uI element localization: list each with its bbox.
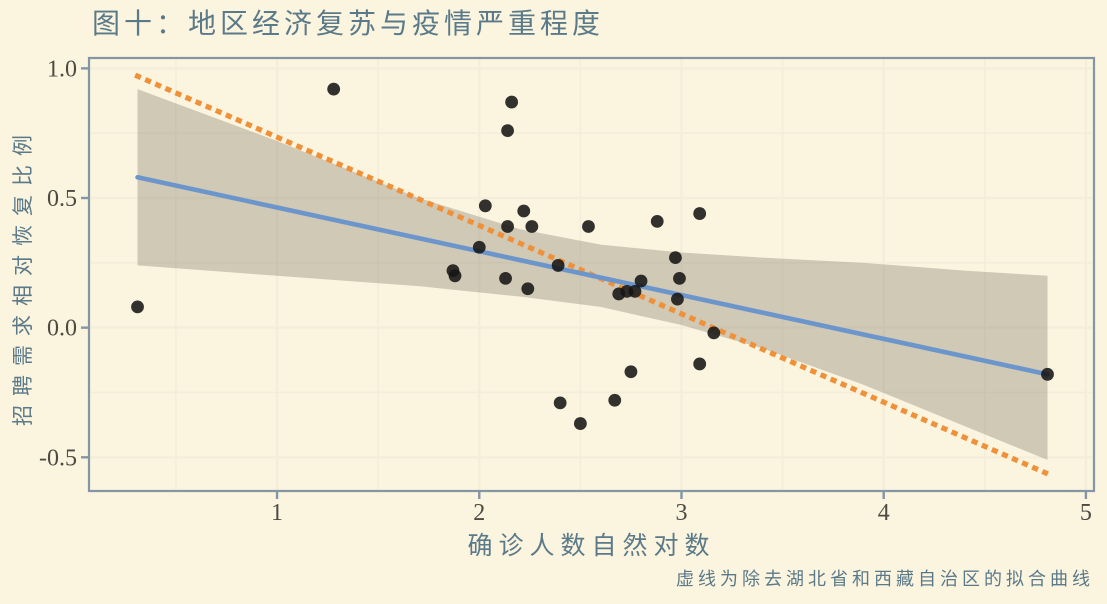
x-tick-label: 3 [675,500,687,526]
chart-title: 图十：地区经济复苏与疫情严重程度 [92,9,605,40]
data-point [478,199,492,213]
data-point [573,417,587,430]
y-tick-label: 0.0 [47,316,77,342]
data-point [553,396,567,410]
data-point [501,124,514,137]
y-tick-label: -0.5 [39,445,77,471]
data-point [472,240,486,254]
data-point [693,207,707,220]
panel-border [87,56,1096,493]
data-point [650,214,664,228]
x-tick-label: 4 [878,500,890,526]
data-point [131,300,144,314]
data-point [582,220,595,233]
data-point [517,204,531,218]
data-point [628,284,642,298]
data-point [525,220,539,233]
data-point [505,95,519,109]
data-point [624,365,638,379]
regression-line [135,174,1050,377]
chart-caption: 虚线为除去湖北省和西藏自治区的拟合曲线 [676,569,1094,589]
data-point [521,282,535,296]
x-tick-label: 1 [271,500,283,526]
data-point [1041,367,1054,381]
y-tick-label: 0.5 [47,186,77,212]
x-axis-label: 确诊人数自然对数 [467,533,716,560]
x-tick-label: 2 [473,500,485,526]
data-point [671,292,684,306]
data-point [693,357,707,371]
data-point [608,393,622,407]
y-axis-label: 招聘需求相对恢复比例 [11,126,35,426]
data-point [669,251,682,265]
data-point [499,271,512,285]
data-point [327,82,341,96]
data-point [501,220,514,233]
data-point [673,271,686,285]
y-tick-label: 1.0 [47,56,77,82]
data-point [634,274,648,288]
data-point [448,269,462,283]
data-point [707,326,721,340]
x-tick-label: 5 [1080,500,1092,526]
data-point [551,259,565,272]
